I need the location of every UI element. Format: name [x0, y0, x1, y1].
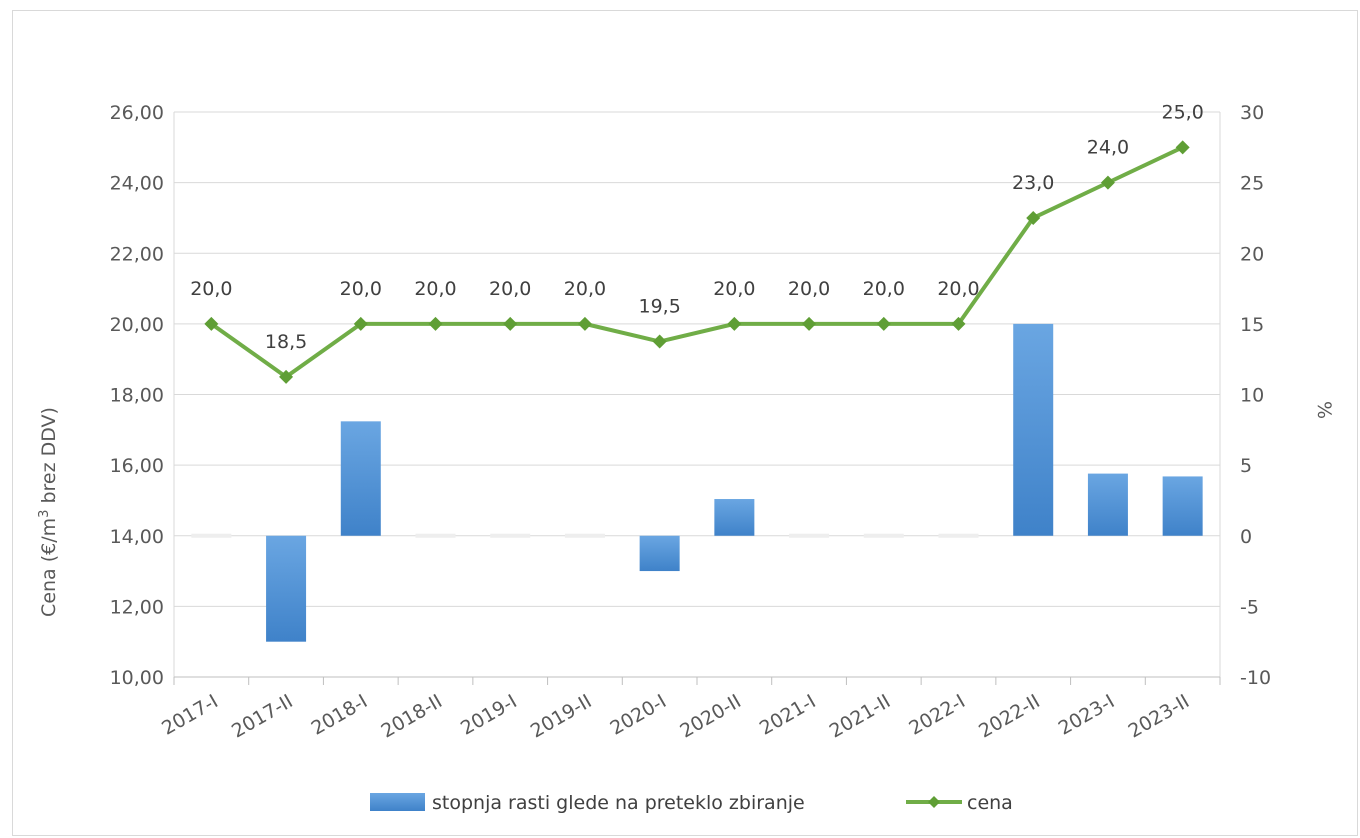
data-label: 20,0 — [788, 278, 830, 300]
line-point — [1026, 210, 1041, 225]
y-right-tick-label: 15 — [1240, 314, 1264, 336]
legend-bar-swatch — [370, 793, 425, 811]
legend-bar-label: stopnja rasti glede na preteklo zbiranje — [432, 792, 805, 814]
y-right-tick-label: -10 — [1240, 667, 1271, 689]
bar-zero — [191, 533, 232, 538]
x-tick-label: 2022-I — [905, 690, 969, 739]
y-axis-right-title: % — [1313, 401, 1335, 419]
bar — [1162, 476, 1203, 536]
bar — [639, 535, 680, 572]
x-tick-label: 2020-II — [676, 690, 745, 742]
bar-zero — [415, 533, 456, 538]
line-series — [204, 140, 1190, 384]
line-point — [1100, 175, 1115, 190]
legend-line-marker — [928, 796, 940, 808]
axes: 10,0012,0014,0016,0018,0020,0022,0024,00… — [110, 102, 1271, 743]
x-tick-label: 2018-II — [377, 690, 446, 742]
bar-series — [191, 323, 1203, 642]
line-point — [428, 316, 443, 331]
bar — [266, 535, 307, 642]
line-point — [1175, 140, 1190, 155]
line-point — [503, 316, 518, 331]
bar-zero — [789, 533, 830, 538]
line-point — [727, 316, 742, 331]
line-point — [353, 316, 368, 331]
data-label: 20,0 — [340, 278, 382, 300]
y-right-tick-label: -5 — [1240, 596, 1259, 618]
y-right-tick-label: 0 — [1240, 526, 1252, 548]
x-tick-label: 2020-I — [606, 690, 670, 739]
y-left-tick-label: 14,00 — [110, 526, 164, 548]
y-right-tick-label: 10 — [1240, 385, 1264, 407]
data-label: 20,0 — [190, 278, 232, 300]
y-left-tick-label: 26,00 — [110, 102, 164, 124]
bar-zero — [564, 533, 605, 538]
y-axis-left-title: Cena (€/m3 brez DDV) — [37, 407, 60, 617]
line-point — [204, 316, 219, 331]
y-right-tick-label: 30 — [1240, 102, 1264, 124]
x-tick-label: 2021-II — [826, 690, 895, 742]
y-left-tick-label: 20,00 — [110, 314, 164, 336]
gridlines — [173, 111, 1221, 678]
y-left-tick-label: 24,00 — [110, 173, 164, 195]
bar — [714, 499, 755, 536]
line-point — [652, 334, 667, 349]
y-right-tick-label: 5 — [1240, 455, 1252, 477]
data-label: 20,0 — [937, 278, 979, 300]
x-tick-label: 2017-II — [228, 690, 297, 742]
data-label: 20,0 — [713, 278, 755, 300]
x-tick-label: 2018-I — [308, 690, 372, 739]
data-label: 19,5 — [638, 296, 680, 318]
bar — [1087, 473, 1128, 536]
x-tick-label: 2023-II — [1125, 690, 1194, 742]
x-tick-label: 2017-I — [158, 690, 222, 739]
data-label: 18,5 — [265, 331, 307, 353]
legend: stopnja rasti glede na preteklo zbiranje… — [370, 792, 1013, 814]
data-label: 23,0 — [1012, 172, 1054, 194]
line-point — [951, 316, 966, 331]
x-tick-label: 2023-I — [1055, 690, 1119, 739]
y-right-tick-label: 20 — [1240, 243, 1264, 265]
x-tick-label: 2022-II — [975, 690, 1044, 742]
x-tick-label: 2021-I — [756, 690, 820, 739]
data-label: 20,0 — [863, 278, 905, 300]
line-point — [279, 369, 294, 384]
data-label: 20,0 — [489, 278, 531, 300]
price-line — [210, 145, 1184, 379]
bar — [1013, 323, 1054, 536]
x-tick-label: 2019-I — [457, 690, 521, 739]
y-left-tick-label: 10,00 — [110, 667, 164, 689]
bar-zero — [938, 533, 979, 538]
data-label: 20,0 — [414, 278, 456, 300]
line-point — [876, 316, 891, 331]
bar — [340, 421, 381, 536]
chart-frame — [12, 10, 1358, 836]
legend-line-label: cena — [967, 792, 1013, 814]
data-label: 25,0 — [1161, 101, 1203, 123]
y-left-tick-label: 22,00 — [110, 243, 164, 265]
line-point — [577, 316, 592, 331]
y-left-tick-label: 16,00 — [110, 455, 164, 477]
bar-zero — [863, 533, 904, 538]
data-labels: 20,0 18,5 20,0 20,0 20,0 20,0 19,5 20,0 20,0 20,0… — [190, 101, 1204, 353]
x-tick-label: 2019-II — [527, 690, 596, 742]
data-label: 24,0 — [1087, 137, 1129, 159]
y-right-tick-label: 25 — [1240, 173, 1264, 195]
line-point — [802, 316, 817, 331]
bar-zero — [490, 533, 531, 538]
y-left-tick-label: 12,00 — [110, 596, 164, 618]
y-left-tick-label: 18,00 — [110, 385, 164, 407]
data-label: 20,0 — [564, 278, 606, 300]
